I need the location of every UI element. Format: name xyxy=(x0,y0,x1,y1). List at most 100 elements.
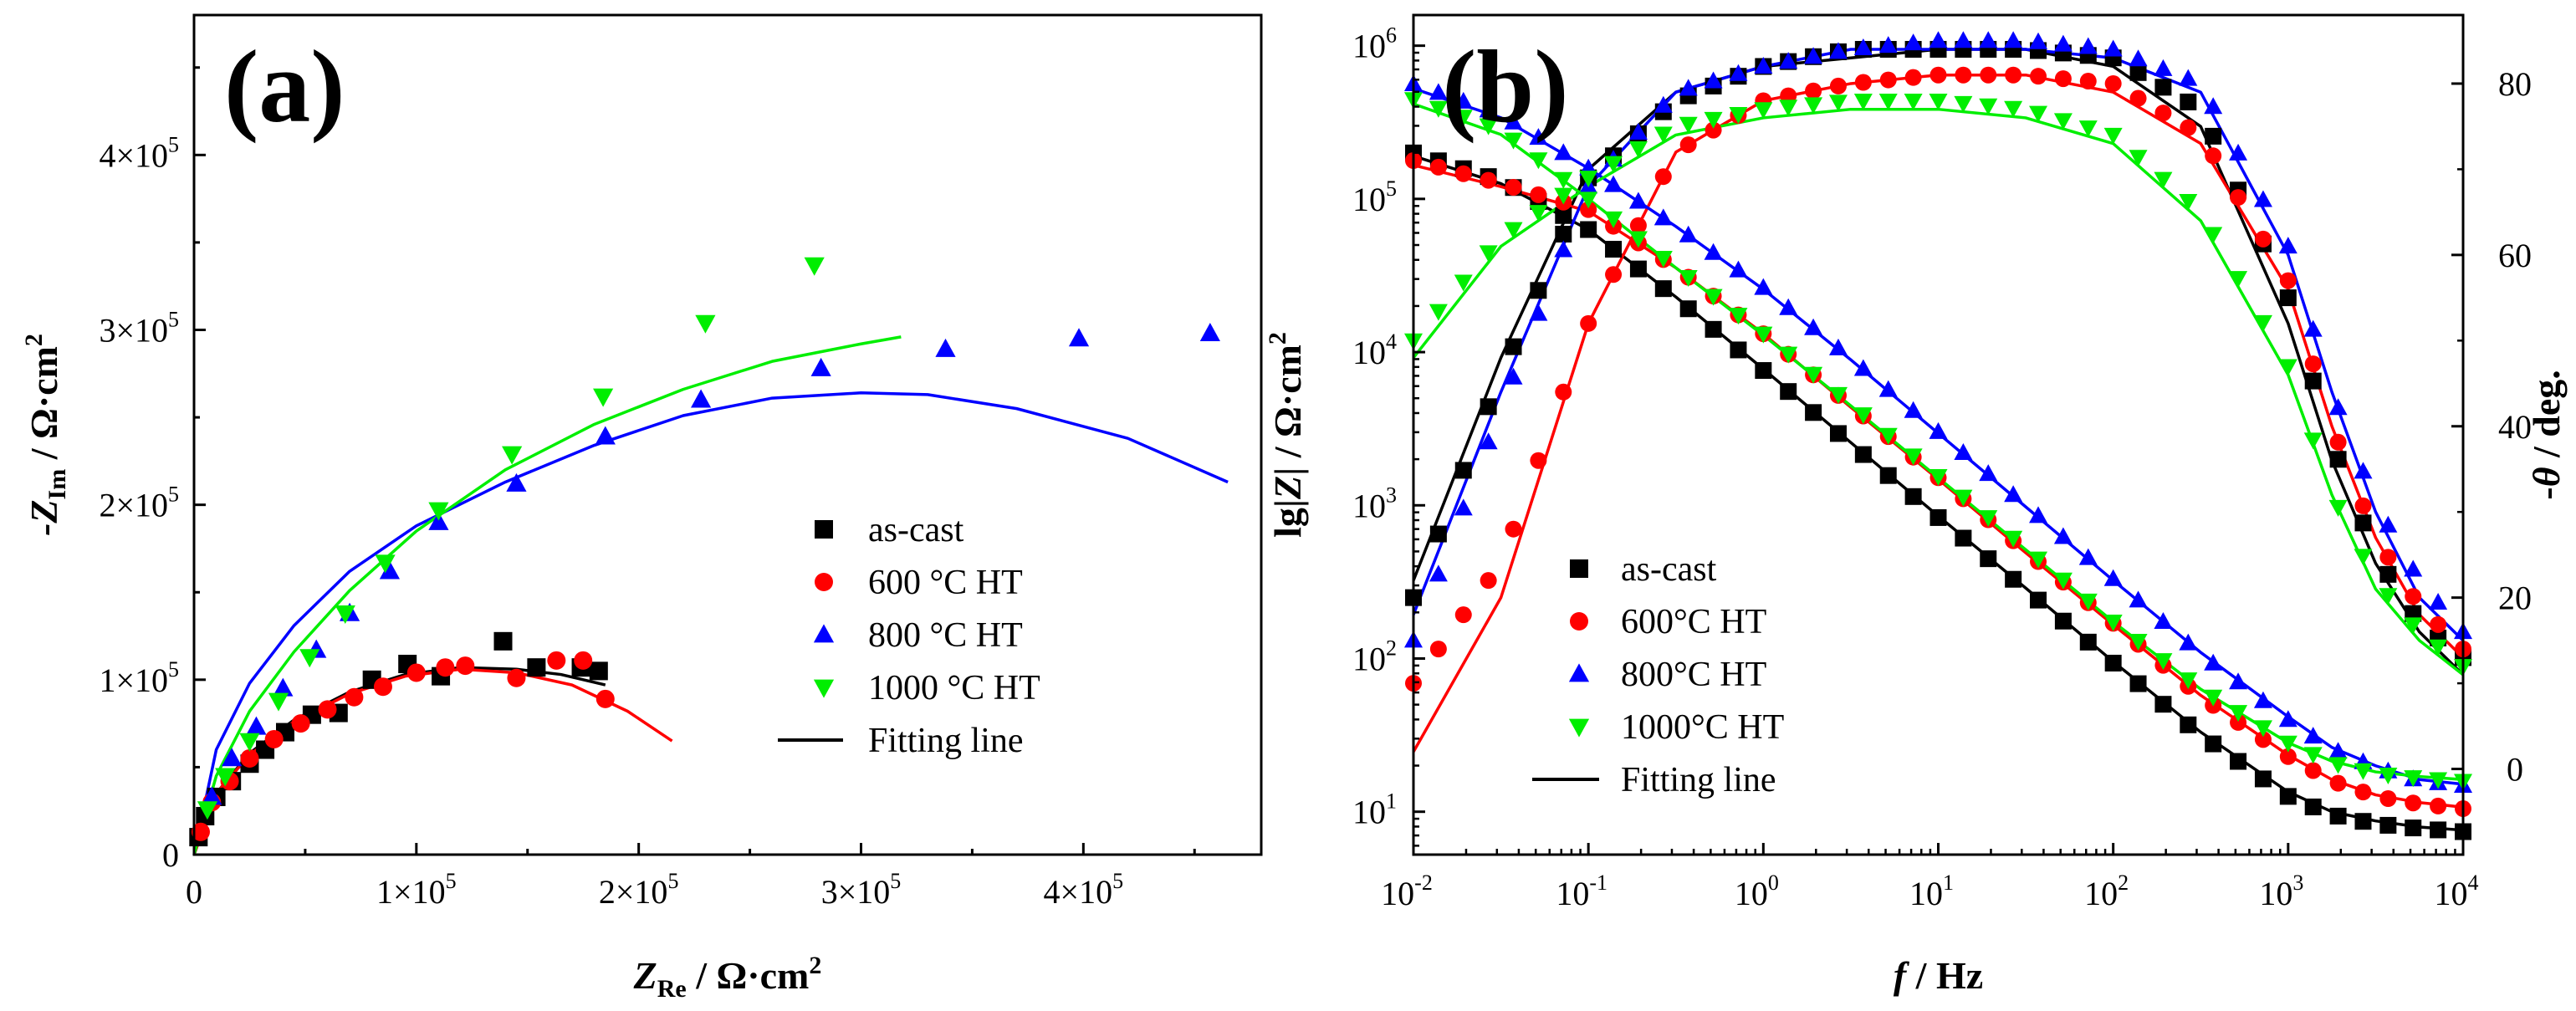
phase-point xyxy=(2279,289,2297,307)
phase-point xyxy=(2103,39,2123,57)
data-point xyxy=(502,446,523,465)
phase-point xyxy=(2179,193,2198,211)
label-part: 10 xyxy=(1352,181,1386,218)
modulus-point xyxy=(1904,448,1923,466)
phase-point xyxy=(2328,398,2348,416)
data-point xyxy=(246,716,267,735)
modulus-point xyxy=(1679,270,1698,288)
phase-point xyxy=(2205,127,2222,145)
label-part: 10 xyxy=(1352,28,1386,65)
phase-point xyxy=(2078,120,2098,138)
phase-point xyxy=(1479,432,1498,450)
x-tick-exponent: 5 xyxy=(446,869,457,893)
phase-point xyxy=(2154,59,2173,76)
modulus-point xyxy=(1554,171,1573,189)
modulus-point xyxy=(2430,821,2447,839)
data-point xyxy=(428,511,449,530)
y-left-axis-label: lg|Z| / Ω·cm2 xyxy=(1264,332,1309,538)
modulus-point xyxy=(1828,386,1848,404)
x-tick-exponent: 4 xyxy=(2468,871,2479,895)
modulus-point xyxy=(1504,112,1523,130)
legend-marker xyxy=(1568,663,1590,682)
phase-point xyxy=(1530,282,1547,299)
data-point xyxy=(493,631,513,651)
modulus-point xyxy=(1429,158,1447,176)
phase-point xyxy=(1980,66,1997,84)
phase-point xyxy=(1480,398,1497,416)
legend-marker xyxy=(815,573,833,591)
y-tick-label: 1×105 xyxy=(99,657,179,699)
modulus-point xyxy=(2354,813,2372,830)
legend-label: Fitting line xyxy=(1621,761,1776,799)
modulus-point xyxy=(1853,407,1873,425)
data-point xyxy=(574,651,593,670)
data-point xyxy=(593,388,614,407)
phase-point xyxy=(1829,77,1847,94)
label-part: 0 xyxy=(186,873,202,911)
modulus-point xyxy=(1580,221,1597,238)
modulus-point xyxy=(2229,672,2248,690)
modulus-point xyxy=(2379,816,2397,834)
x-tick-label: 10-1 xyxy=(1556,871,1607,912)
data-point xyxy=(373,677,392,697)
phase-point xyxy=(1480,572,1497,590)
y-left-tick-exponent: 3 xyxy=(1386,483,1397,507)
series-2 xyxy=(1404,31,2472,794)
legend-label: 600°C HT xyxy=(1621,603,1766,641)
phase-point xyxy=(1853,93,1873,110)
data-point xyxy=(527,658,546,677)
data-point xyxy=(436,658,455,677)
legend-marker xyxy=(815,520,833,539)
label-part: 10 xyxy=(1352,487,1386,524)
phase-point xyxy=(1754,56,1773,74)
y-tick-exponent: 5 xyxy=(168,657,179,682)
phase-point xyxy=(1628,123,1648,140)
phase-point xyxy=(1628,141,1648,159)
phase-point xyxy=(1878,93,1898,110)
modulus-point xyxy=(1853,359,1873,376)
phase-point xyxy=(1479,245,1498,263)
modulus-point xyxy=(1980,550,1997,568)
x-tick-exponent: 5 xyxy=(1112,869,1123,893)
label-part: 2 xyxy=(1264,332,1291,345)
phase-point xyxy=(1554,187,1573,205)
panel-label-a: (a) xyxy=(224,29,345,144)
modulus-point xyxy=(2180,716,2197,733)
fit-phase-1 xyxy=(1412,73,2465,753)
modulus-point xyxy=(1604,175,1623,192)
modulus-point xyxy=(2179,672,2198,690)
phase-point xyxy=(1654,168,1672,186)
phase-point xyxy=(1555,383,1572,401)
phase-point xyxy=(1505,338,1522,355)
label-part: lg| xyxy=(1266,499,1309,538)
label-part: 4×10 xyxy=(1044,873,1113,911)
phase-point xyxy=(1779,52,1798,69)
phase-point xyxy=(1853,38,1873,56)
modulus-point xyxy=(1779,298,1798,315)
x-tick-exponent: 3 xyxy=(2292,871,2303,895)
phase-point xyxy=(2430,615,2447,633)
modulus-point xyxy=(1429,83,1448,100)
phase-point xyxy=(1529,304,1548,321)
modulus-point xyxy=(2204,689,2223,707)
phase-point xyxy=(2104,74,2122,92)
phase-point xyxy=(2354,462,2373,479)
data-point xyxy=(804,257,825,276)
phase-point xyxy=(1429,525,1447,543)
modulus-point xyxy=(1805,404,1822,421)
y-right-tick-label: 80 xyxy=(2498,65,2532,103)
phase-point xyxy=(1904,69,1922,86)
data-point xyxy=(1068,328,1090,347)
label-part: 3×10 xyxy=(99,312,168,350)
label-part: 1×10 xyxy=(99,661,168,699)
modulus-point xyxy=(1628,191,1648,209)
modulus-point xyxy=(1704,243,1723,260)
modulus-point xyxy=(2004,485,2023,503)
phase-point xyxy=(2354,497,2372,514)
plot-frame xyxy=(192,13,1263,856)
phase-point xyxy=(2154,79,2172,96)
phase-point xyxy=(1904,33,1923,51)
modulus-point xyxy=(1654,280,1672,298)
data-point xyxy=(202,786,222,805)
